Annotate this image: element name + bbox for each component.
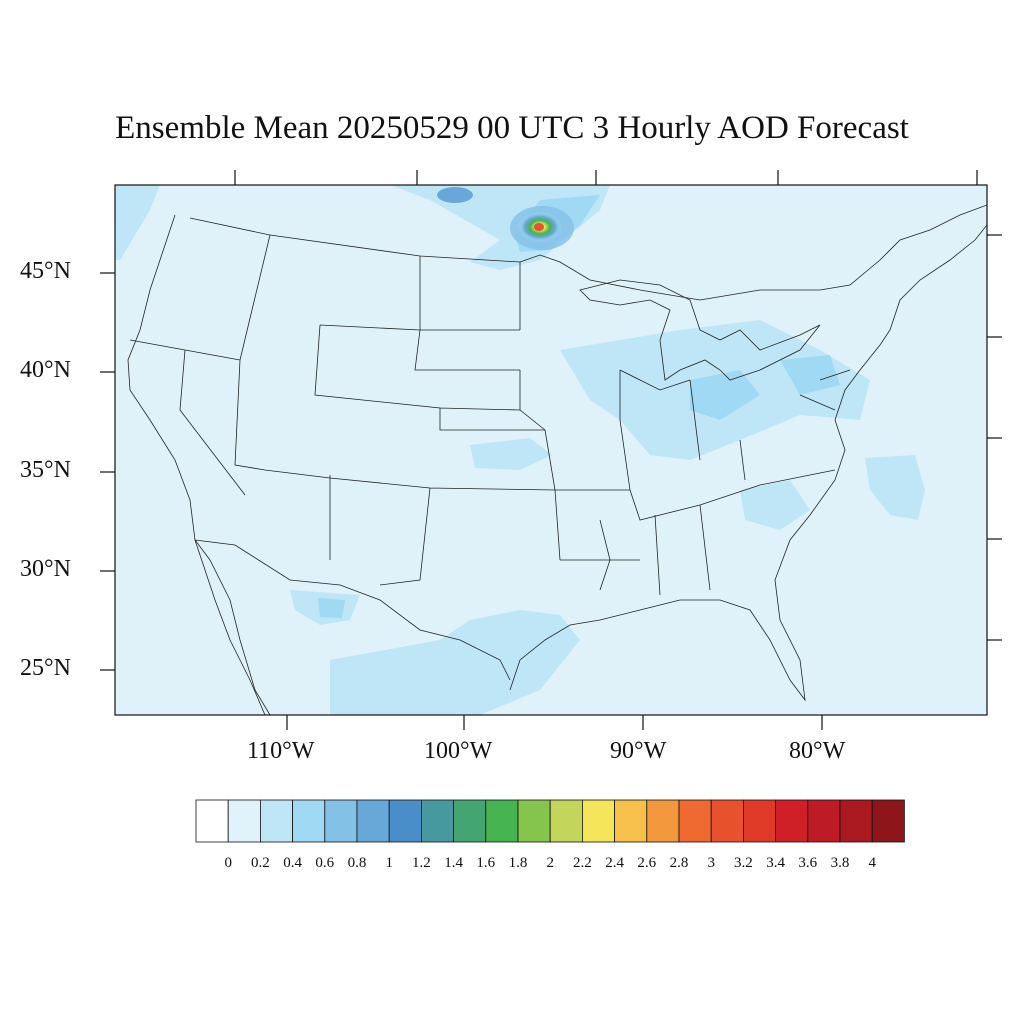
haze-southeast (740, 480, 810, 530)
colorbar-tick-label: 0.8 (347, 855, 367, 871)
lat-label-30: 30°N (20, 556, 71, 582)
map-frame (114, 184, 988, 716)
colorbar-tick-label: 1 (385, 855, 393, 871)
baja-peninsula (194, 539, 266, 715)
colorbar-tick-label: 3.2 (734, 855, 753, 871)
colorbar-tick-label: 3.4 (766, 855, 785, 871)
colorbar-tick-label: 2.2 (573, 855, 592, 871)
colorbar-tick-label: 0.2 (251, 855, 270, 871)
colorbar-tick-label: 3 (707, 855, 715, 871)
chart-title: Ensemble Mean 20250529 00 UTC 3 Hourly A… (115, 110, 909, 146)
colorbar-tick-label: 1.8 (508, 855, 528, 871)
colorbar-tick-label: 1.6 (476, 855, 496, 871)
gulf-coast (509, 329, 891, 702)
colorbar-tick-label: 1.2 (412, 855, 431, 871)
haze-ohio-core (690, 370, 760, 420)
haze-pa-core (780, 355, 840, 395)
state-lines (129, 234, 851, 596)
colorbar-tick-label: 2.6 (637, 855, 657, 871)
colorbar-tick-label: 0.4 (283, 855, 302, 871)
boundaries (127, 204, 987, 715)
haze-atlantic (865, 455, 925, 520)
colorbar-tick-label: 2 (546, 855, 554, 871)
mexico-border (194, 539, 511, 681)
colorbar-tick-label: 2.8 (669, 855, 689, 871)
colorbar-tick-label: 2.4 (605, 855, 624, 871)
tick-marks (100, 170, 1002, 730)
lat-label-25: 25°N (20, 655, 71, 681)
colorbar-tick-label: 0 (224, 855, 232, 871)
haze-kansas (470, 438, 552, 470)
haze-northwest (115, 185, 160, 260)
lon-label-90w: 90°W (610, 738, 667, 764)
lat-label-45: 45°N (20, 258, 71, 284)
smoke-plume-core (534, 223, 544, 231)
lon-label-110w: 110°W (247, 738, 315, 764)
colorbar-tick-label: 3.8 (830, 855, 850, 871)
colorbar-tick-label: 4 (868, 855, 876, 871)
haze-mexico-core (318, 598, 345, 618)
northeast-coast (889, 224, 987, 331)
canada-border (189, 204, 987, 301)
aod-shading (115, 185, 925, 715)
colorbar-tick-label: 3.6 (798, 855, 818, 871)
lat-label-35: 35°N (20, 457, 71, 483)
colorbar-tick-label: 1.4 (444, 855, 463, 871)
haze-hudson-bay-blob (437, 187, 473, 203)
great-lakes (579, 279, 821, 381)
colorbar-tick-label: 0.6 (315, 855, 335, 871)
lon-label-100w: 100°W (424, 738, 493, 764)
lat-label-40: 40°N (20, 357, 71, 383)
pacific-coast (127, 214, 271, 715)
haze-gulf (330, 610, 580, 715)
lon-label-80w: 80°W (789, 738, 846, 764)
